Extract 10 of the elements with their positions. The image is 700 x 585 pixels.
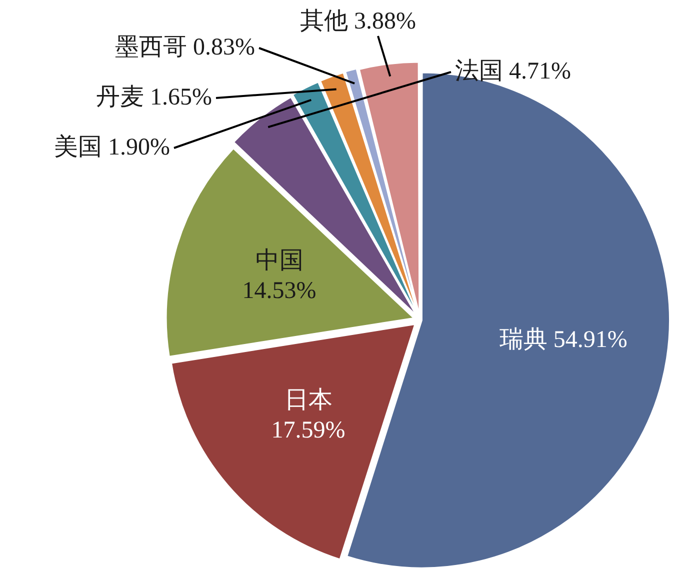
slice-label: 其他 3.88% [300, 8, 416, 34]
slice-label: 瑞典 54.91% [499, 327, 628, 354]
slice-label: 墨西哥 0.83% [115, 34, 255, 60]
slice-label: 丹麦 1.65% [96, 84, 212, 110]
data-label: 14.53% [242, 278, 316, 304]
slice-label: 美国 1.90% [54, 133, 170, 160]
slice-label: 中国 [255, 248, 304, 274]
data-label: 17.59% [271, 417, 346, 444]
slice-label: 法国 4.71% [455, 58, 571, 84]
slice-label: 日本 [284, 387, 332, 414]
